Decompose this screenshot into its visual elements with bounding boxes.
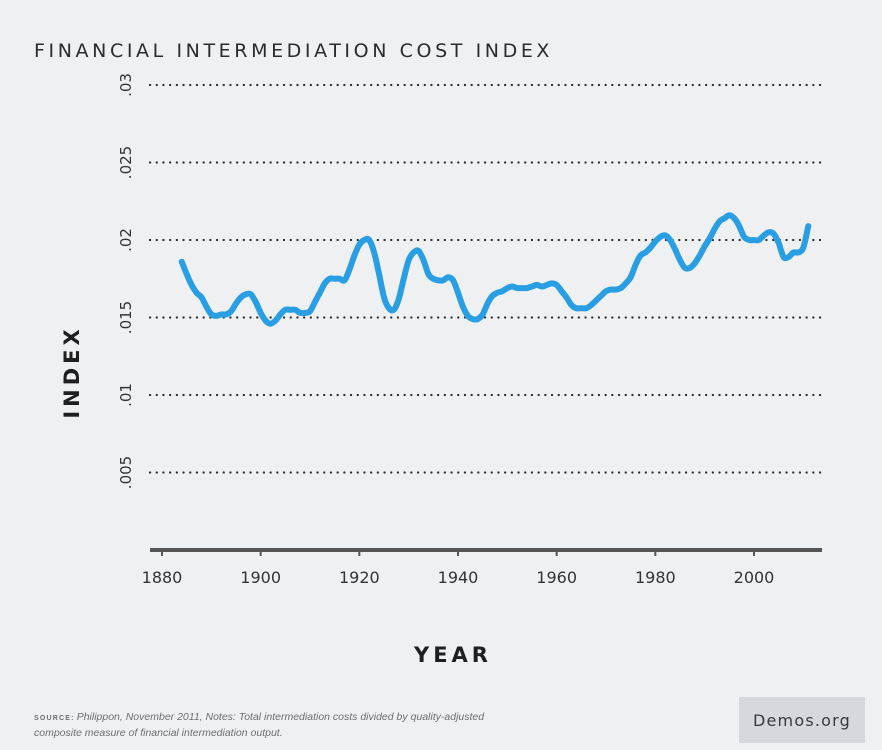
source-text: Philippon, November 2011, Notes: Total i… xyxy=(34,711,485,739)
chart-title: FINANCIAL INTERMEDIATION COST INDEX xyxy=(34,40,554,62)
y-tick-label: .015 xyxy=(117,301,135,334)
x-tick-label: 1880 xyxy=(142,568,183,587)
x-tick-label: 2000 xyxy=(734,568,775,587)
y-tick-label: .03 xyxy=(117,73,135,97)
y-tick-label: .01 xyxy=(117,383,135,407)
x-tick-label: 1980 xyxy=(635,568,676,587)
x-tick-label: 1960 xyxy=(536,568,577,587)
x-tick-label: 1920 xyxy=(339,568,380,587)
series-line xyxy=(178,212,812,327)
y-tick-label: .005 xyxy=(117,456,135,489)
source-note: SOURCE: Philippon, November 2011, Notes: … xyxy=(34,710,504,741)
y-axis-tick-labels: .005 .01 .015 .02 .025 .03 xyxy=(117,73,135,489)
x-axis-tick-labels: 1880 1900 1920 1940 1960 1980 2000 xyxy=(142,568,775,587)
y-tick-label: .025 xyxy=(117,146,135,179)
brand-logo[interactable]: Demos.org xyxy=(739,697,865,743)
x-tick-label: 1940 xyxy=(438,568,479,587)
gridlines xyxy=(148,83,824,474)
y-axis-label: INDEX xyxy=(60,325,84,418)
source-label: SOURCE: xyxy=(34,715,75,722)
x-axis-label: YEAR xyxy=(413,643,492,667)
x-tick-label: 1900 xyxy=(240,568,281,587)
x-axis xyxy=(150,548,822,556)
y-tick-label: .02 xyxy=(117,228,135,252)
